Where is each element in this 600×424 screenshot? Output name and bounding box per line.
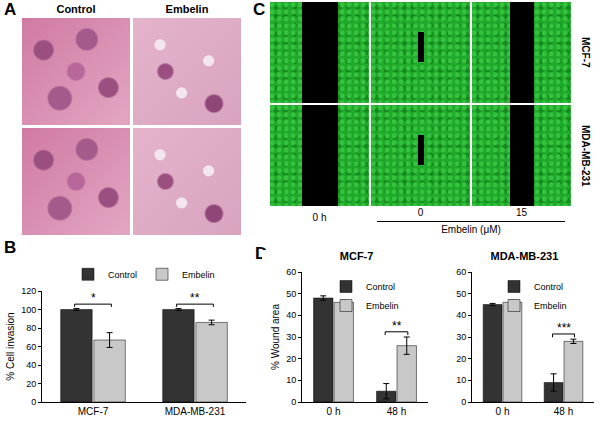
html-text:B: B bbox=[4, 238, 17, 257]
svg-text:48 h: 48 h bbox=[387, 406, 406, 417]
html-text:MDA-MB-231: MDA-MB-231 bbox=[580, 124, 591, 187]
svg-text:30: 30 bbox=[286, 332, 296, 342]
html-text:D: D bbox=[255, 244, 268, 263]
svg-text:40: 40 bbox=[456, 310, 466, 320]
svg-text:10: 10 bbox=[286, 375, 296, 385]
svg-text:20: 20 bbox=[26, 379, 36, 389]
svg-text:**: ** bbox=[190, 291, 200, 305]
html-text:A: A bbox=[4, 0, 17, 19]
svg-text:Control: Control bbox=[366, 282, 395, 292]
svg-text:120: 120 bbox=[21, 286, 36, 296]
svg-text:% Wound area: % Wound area bbox=[270, 304, 281, 370]
svg-text:0: 0 bbox=[31, 397, 36, 407]
svg-text:***: *** bbox=[557, 321, 571, 335]
svg-text:50: 50 bbox=[456, 289, 466, 299]
svg-text:60: 60 bbox=[456, 267, 466, 277]
svg-text:Embelin: Embelin bbox=[182, 270, 215, 280]
svg-text:48 h: 48 h bbox=[554, 406, 573, 417]
svg-text:30: 30 bbox=[456, 332, 466, 342]
html-text:C: C bbox=[253, 0, 266, 19]
svg-text:10: 10 bbox=[456, 375, 466, 385]
svg-text:0 h: 0 h bbox=[496, 406, 510, 417]
svg-text:40: 40 bbox=[286, 310, 296, 320]
html-text:15: 15 bbox=[515, 207, 528, 218]
svg-text:80: 80 bbox=[26, 323, 36, 333]
html-text:Embelin (μM): Embelin (μM) bbox=[441, 224, 501, 235]
svg-text:Embelin: Embelin bbox=[534, 301, 567, 311]
svg-text:MDA-MB-231: MDA-MB-231 bbox=[490, 250, 558, 262]
html-text:Embelin: Embelin bbox=[165, 3, 209, 15]
html-text:0 h: 0 h bbox=[312, 212, 327, 223]
svg-text:40: 40 bbox=[26, 360, 36, 370]
svg-text:60: 60 bbox=[286, 267, 296, 277]
svg-text:*: * bbox=[91, 291, 96, 305]
svg-text:MCF-7: MCF-7 bbox=[340, 250, 374, 262]
svg-text:Control: Control bbox=[108, 270, 137, 280]
html-text:MCF-7: MCF-7 bbox=[580, 37, 591, 68]
svg-text:MDA-MB-231: MDA-MB-231 bbox=[165, 406, 226, 417]
svg-text:100: 100 bbox=[21, 305, 36, 315]
svg-text:MCF-7: MCF-7 bbox=[78, 406, 109, 417]
svg-text:0: 0 bbox=[291, 397, 296, 407]
svg-text:20: 20 bbox=[456, 354, 466, 364]
html-text:Control: Control bbox=[56, 3, 96, 15]
svg-text:0 h: 0 h bbox=[327, 406, 341, 417]
svg-text:**: ** bbox=[392, 319, 402, 333]
svg-text:Control: Control bbox=[534, 282, 563, 292]
svg-text:50: 50 bbox=[286, 289, 296, 299]
svg-text:20: 20 bbox=[286, 354, 296, 364]
svg-text:% Cell invasion: % Cell invasion bbox=[5, 312, 16, 380]
svg-text:Embelin: Embelin bbox=[366, 301, 399, 311]
svg-text:0: 0 bbox=[461, 397, 466, 407]
html-text:0: 0 bbox=[417, 207, 424, 218]
svg-text:60: 60 bbox=[26, 342, 36, 352]
